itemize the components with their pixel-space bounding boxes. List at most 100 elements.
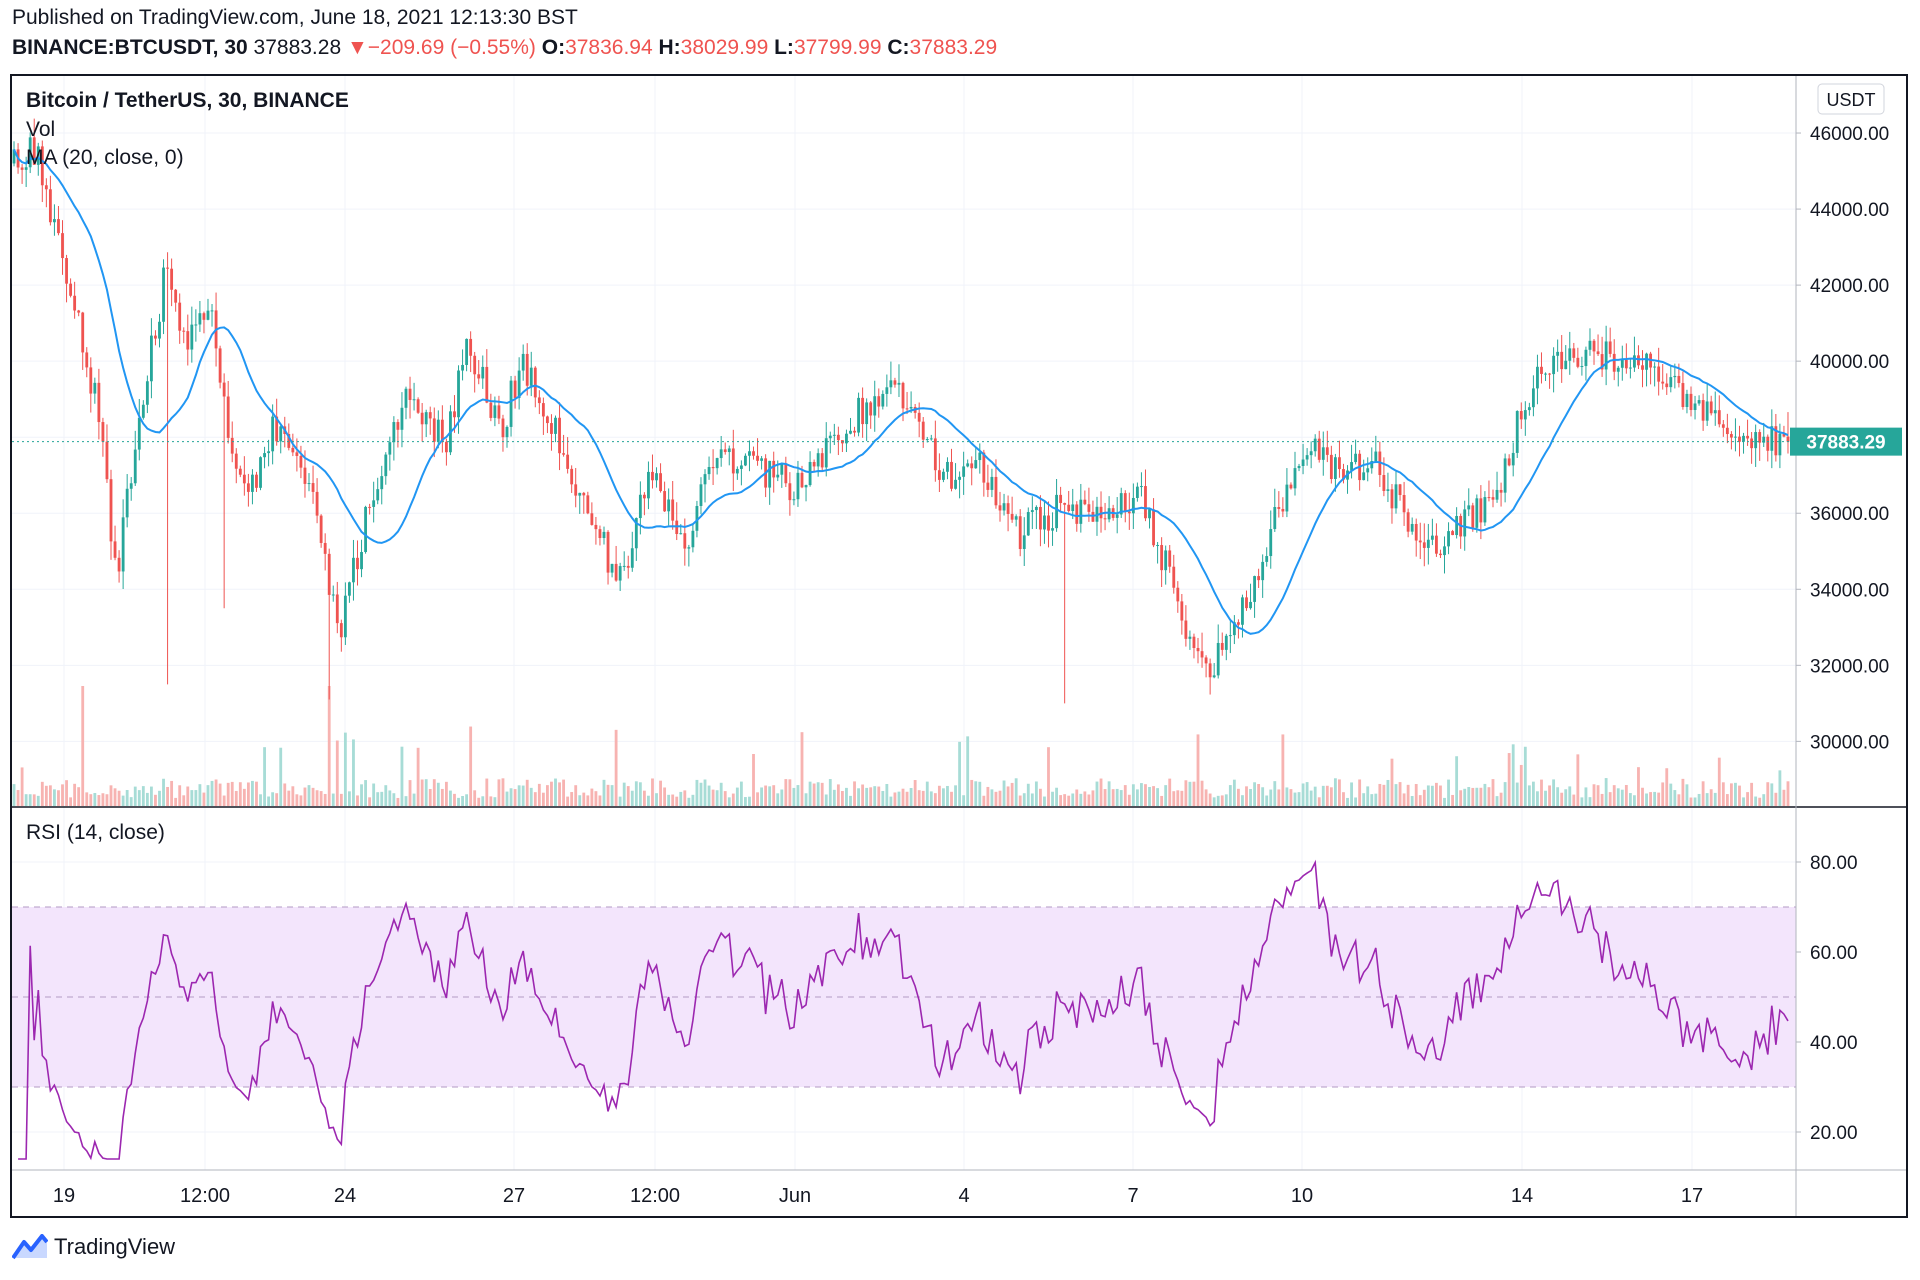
- candle: [352, 539, 355, 601]
- candle-body: [970, 463, 974, 469]
- candle: [24, 156, 28, 187]
- ohlc-line: BINANCE:BTCUSDT, 30 37883.28 ▼−209.69 (−…: [12, 36, 997, 60]
- candle-body: [279, 426, 283, 442]
- volume-bar: [719, 782, 723, 806]
- volume-bar: [1002, 780, 1006, 806]
- volume-bar: [158, 790, 161, 806]
- candle: [1321, 431, 1325, 476]
- volume-bar: [1075, 789, 1079, 806]
- volume-bar: [1212, 797, 1216, 806]
- volume-bar: [121, 795, 125, 806]
- volume-bar: [849, 795, 852, 806]
- candle: [590, 502, 594, 526]
- candle: [1333, 453, 1337, 492]
- volume-bar: [327, 686, 331, 806]
- candle: [65, 254, 68, 303]
- candle-body: [1014, 516, 1018, 520]
- candle-body: [917, 412, 921, 422]
- candle: [53, 204, 56, 236]
- chart-frame: [10, 74, 1908, 1218]
- volume-bar: [1693, 797, 1697, 806]
- candle: [1511, 442, 1515, 477]
- candle: [691, 524, 695, 553]
- candle-body: [1055, 494, 1058, 529]
- volume-bar: [1220, 795, 1224, 806]
- candle: [97, 368, 101, 440]
- volume-bar: [828, 779, 832, 806]
- candle: [85, 347, 89, 378]
- candle-body: [578, 492, 582, 496]
- candle-body: [287, 433, 291, 448]
- candle-body: [1693, 403, 1697, 411]
- candle-body: [315, 491, 319, 516]
- candle: [1649, 351, 1653, 385]
- candle: [634, 517, 638, 561]
- volume-bar: [982, 795, 986, 806]
- volume-bar: [1677, 794, 1681, 806]
- candle: [566, 437, 570, 474]
- low-label: L:: [774, 36, 794, 59]
- candle-body: [849, 430, 852, 434]
- volume-bar: [1378, 783, 1382, 806]
- candle-body: [566, 454, 570, 469]
- volume-bar: [109, 785, 113, 806]
- volume-bar: [1406, 784, 1410, 806]
- volume-bar: [1572, 794, 1576, 806]
- volume-bar: [1766, 782, 1770, 806]
- candle-body: [727, 448, 731, 453]
- candle-body: [230, 437, 234, 454]
- candle-body: [1503, 458, 1507, 493]
- candle: [1346, 465, 1349, 494]
- volume-bar: [1119, 790, 1123, 806]
- volume-bar: [444, 781, 448, 806]
- volume-bar: [764, 785, 768, 806]
- candle: [675, 502, 679, 541]
- volume-bar: [89, 794, 93, 806]
- candle-body: [1536, 366, 1539, 389]
- volume-bar: [1156, 788, 1160, 806]
- candle: [1313, 434, 1317, 457]
- candle: [315, 478, 319, 524]
- volume-bar: [198, 784, 202, 806]
- tradingview-brand[interactable]: TradingView: [12, 1234, 175, 1260]
- volume-bar: [1483, 783, 1487, 806]
- candle-body: [299, 455, 303, 468]
- volume-bar: [319, 791, 323, 806]
- volume-bar: [554, 778, 557, 806]
- candle-body: [1293, 468, 1297, 489]
- candle-body: [1455, 515, 1459, 536]
- candle: [1237, 619, 1240, 639]
- candle-body: [772, 460, 776, 478]
- candle: [788, 472, 792, 516]
- candle-body: [1766, 436, 1770, 451]
- candle-body: [1463, 509, 1467, 537]
- candle-body: [202, 313, 206, 320]
- volume-bar: [642, 790, 646, 806]
- volume-bar: [1293, 792, 1297, 806]
- candle: [1160, 537, 1164, 588]
- volume-bar: [32, 794, 36, 806]
- candle: [141, 400, 145, 420]
- candle-body: [739, 465, 743, 469]
- volume-bar: [1491, 779, 1495, 806]
- candle: [356, 540, 359, 586]
- candle-body: [1527, 407, 1531, 411]
- candle: [958, 471, 962, 499]
- candle-body: [1091, 511, 1095, 522]
- rsi-tick-label: 40.00: [1810, 1033, 1858, 1054]
- open-value: 37836.94: [565, 36, 653, 59]
- volume-bar: [727, 797, 731, 806]
- volume-bar: [424, 779, 428, 806]
- volume-bar: [28, 794, 32, 806]
- candle-body: [404, 388, 408, 408]
- candle-body: [804, 485, 808, 488]
- volume-bar: [238, 782, 242, 806]
- candle: [1560, 335, 1564, 383]
- candle-body: [178, 302, 182, 331]
- volume-bar: [671, 794, 675, 806]
- volume-bar: [473, 790, 477, 806]
- candle-body: [1184, 620, 1188, 639]
- volume-bar: [647, 795, 650, 806]
- candle-body: [1071, 504, 1075, 512]
